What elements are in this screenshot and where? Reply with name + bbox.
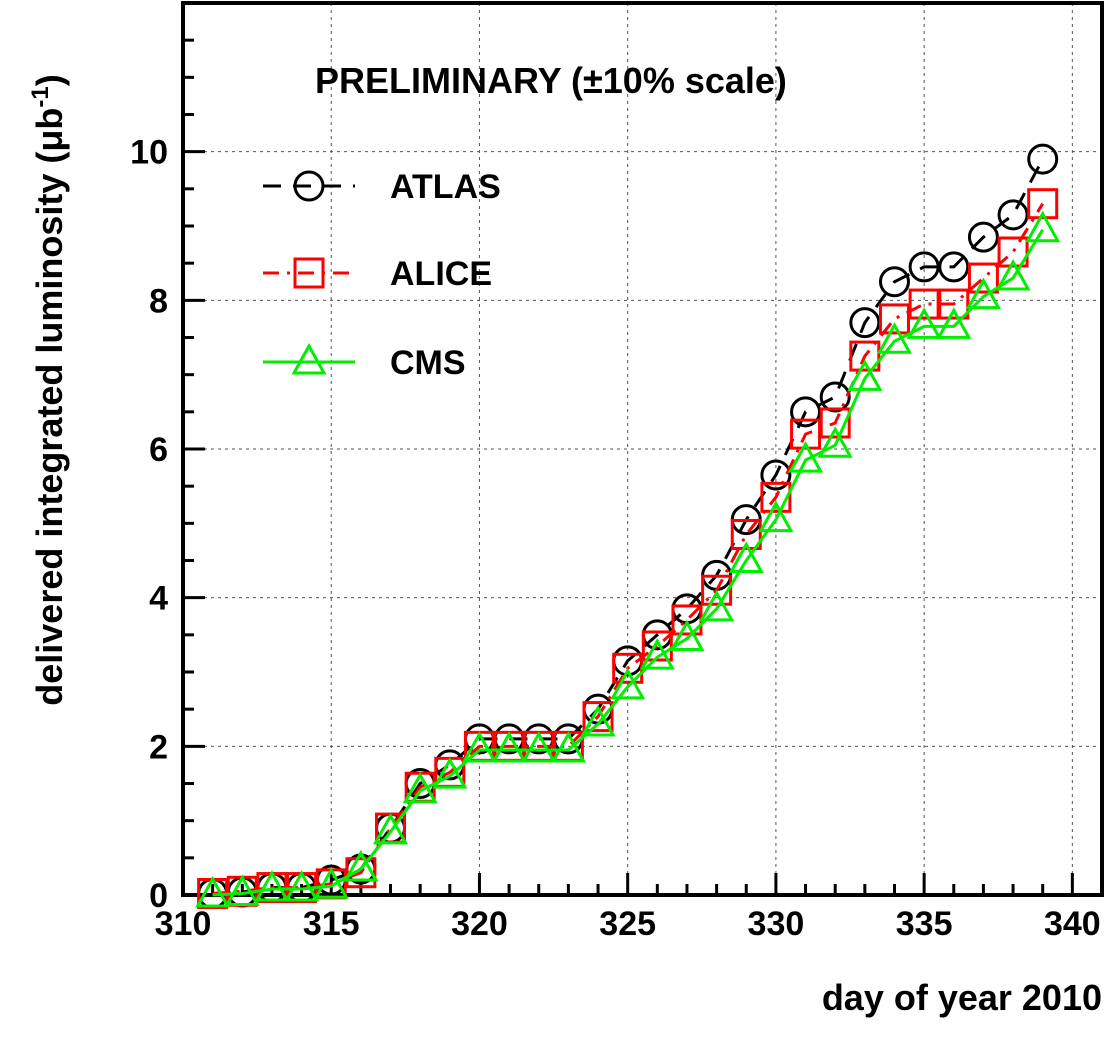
alice-line — [212, 202, 1044, 896]
legend-label-cms: CMS — [390, 344, 466, 382]
cms-point — [195, 875, 231, 908]
alice-point — [701, 574, 733, 606]
y-tick-label: 4 — [149, 580, 168, 618]
cms-point — [758, 500, 794, 533]
atlas-legend-marker — [293, 170, 325, 202]
alice-point — [908, 288, 940, 320]
cms-point — [1025, 210, 1061, 243]
y-axis-title-main: delivered integrated luminosity (μb — [29, 108, 70, 706]
tick-labels: 310 315 320 325 330 335 340 0 2 4 6 8 10 — [130, 134, 1101, 943]
alice-point — [345, 857, 377, 889]
cms-point — [965, 277, 1001, 310]
y-tick-label: 6 — [149, 431, 168, 469]
alice-point — [790, 418, 822, 450]
atlas-point — [849, 307, 881, 339]
y-tick-label: 2 — [149, 728, 168, 766]
cms-point — [550, 730, 586, 763]
cms-point — [936, 307, 972, 339]
cms-point — [639, 638, 675, 670]
legend: ATLAS ALICE CMS — [263, 168, 501, 382]
cms-point — [343, 849, 379, 882]
alice-point — [760, 481, 792, 513]
atlas-line — [212, 158, 1045, 896]
legend-entry-cms: CMS — [263, 342, 466, 382]
series-layer — [195, 143, 1061, 910]
cms-point — [580, 704, 616, 737]
cms-point — [284, 869, 320, 902]
alice-point — [849, 340, 881, 372]
alice-point — [997, 236, 1029, 268]
cms-point — [699, 589, 735, 622]
cms-point — [254, 869, 290, 902]
atlas-point — [790, 396, 822, 428]
atlas-point — [819, 381, 851, 413]
alice-point — [967, 262, 999, 294]
cms-point — [610, 667, 646, 700]
cms-point — [491, 730, 527, 763]
atlas-point — [967, 221, 999, 253]
chart-annotation: PRELIMINARY (±10% scale) — [315, 60, 787, 101]
alice-legend-marker — [293, 257, 325, 289]
atlas-point — [908, 251, 940, 283]
alice-point — [938, 288, 970, 320]
x-tick-label: 340 — [1044, 905, 1101, 943]
x-tick-label: 320 — [451, 905, 508, 943]
legend-label-atlas: ATLAS — [390, 168, 501, 206]
cms-point — [402, 771, 438, 804]
atlas-point — [938, 251, 970, 283]
cms-point — [995, 258, 1031, 291]
atlas-point — [760, 459, 792, 491]
cms-point — [224, 874, 260, 907]
series-atlas — [197, 143, 1059, 910]
cms-point — [432, 756, 468, 789]
atlas-point — [997, 199, 1029, 231]
y-tick-label: 0 — [149, 877, 168, 915]
legend-label-alice: ALICE — [390, 255, 492, 293]
cms-point — [461, 730, 498, 763]
x-tick-label: 310 — [155, 905, 212, 943]
alice-point — [641, 630, 673, 662]
cms-point — [847, 359, 883, 391]
cms-point — [669, 619, 705, 652]
alice-point — [1027, 188, 1059, 220]
series-cms — [195, 210, 1061, 908]
x-tick-label: 325 — [599, 905, 656, 943]
y-axis-title: delivered integrated luminosity (μb-1) — [27, 74, 70, 705]
alice-point — [878, 303, 910, 335]
y-tick-label: 8 — [149, 282, 168, 320]
cms-point — [876, 322, 913, 354]
cms-point — [372, 812, 409, 845]
axis-ticks — [181, 38, 1104, 897]
y-axis-title-close: ) — [29, 74, 70, 86]
y-axis-title-sup: -1 — [27, 86, 54, 107]
legend-entry-alice: ALICE — [263, 255, 492, 293]
cms-point — [906, 307, 942, 339]
cms-point — [728, 541, 764, 573]
cms-point — [787, 441, 824, 473]
cms-point — [521, 730, 557, 763]
cms-line — [212, 228, 1044, 897]
atlas-point — [878, 266, 910, 298]
alice-point — [582, 701, 614, 733]
x-tick-label: 330 — [748, 905, 805, 943]
atlas-point — [1027, 143, 1059, 175]
grid-lines — [183, 3, 1102, 895]
cms-point — [817, 426, 853, 458]
x-tick-label: 315 — [303, 905, 360, 943]
x-tick-label: 335 — [896, 905, 953, 943]
cms-legend-marker — [291, 342, 327, 375]
cms-point — [313, 866, 349, 899]
plot-frame — [181, 1, 1104, 897]
alice-point — [730, 518, 762, 550]
y-tick-label: 10 — [130, 134, 168, 172]
alice-point — [819, 407, 851, 439]
legend-entry-atlas: ATLAS — [263, 168, 501, 206]
x-axis-title: day of year 2010 — [822, 977, 1102, 1018]
